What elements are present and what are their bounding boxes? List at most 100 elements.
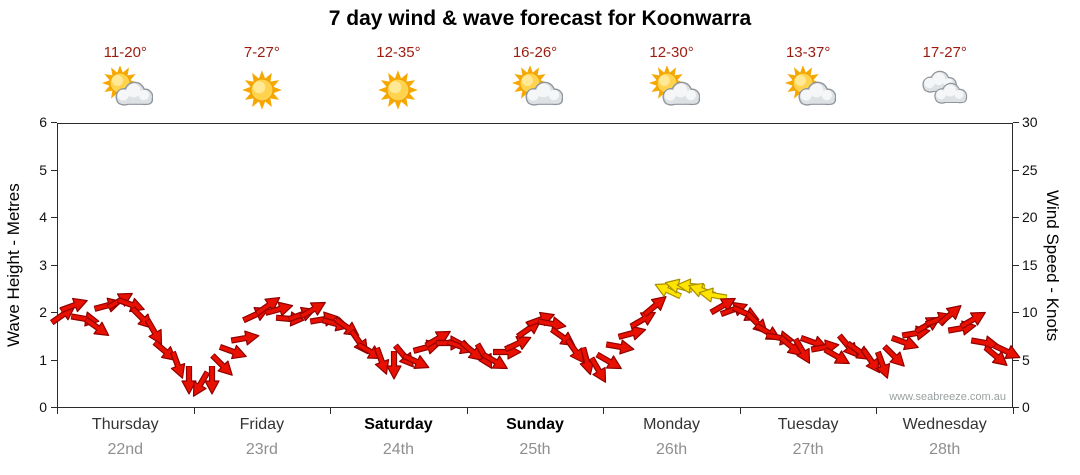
left-axis-tick: [51, 217, 57, 218]
wind-arrow: [991, 338, 1025, 365]
right-axis-tick: [1013, 407, 1019, 408]
wind-arrow: [650, 277, 684, 304]
day-temp-label: 11-20°: [103, 44, 147, 61]
wind-arrow: [584, 354, 613, 388]
wind-arrow: [810, 337, 842, 358]
wind-arrow: [263, 298, 296, 321]
day-temp-label: 17-27°: [922, 44, 967, 61]
wind-arrow: [149, 336, 182, 368]
day-name-label: Thursday: [91, 416, 159, 433]
left-axis-tick-label: 5: [39, 161, 47, 178]
right-axis-tick: [1013, 359, 1019, 361]
plot-area: www.seabreeze.com.au: [49, 123, 1021, 408]
wind-arrow: [81, 313, 115, 343]
right-axis-tick-label: 10: [1022, 304, 1038, 320]
right-axis-tick-label: 15: [1022, 256, 1038, 273]
left-axis-tick: [51, 407, 57, 408]
day-name-label: Wednesday: [902, 416, 987, 433]
wind-arrow: [980, 341, 1013, 373]
left-axis-tick-label: 3: [39, 256, 47, 273]
wind-arrow: [537, 313, 569, 334]
wind-arrow: [479, 347, 513, 376]
day-temp-label: 7-27°: [243, 44, 280, 61]
wind-arrow: [400, 348, 434, 375]
wind-arrow: [181, 364, 197, 396]
day-boundary-tick: [876, 408, 878, 414]
partly-cloudy-icon: [780, 65, 837, 114]
day-name-label: Sunday: [506, 416, 564, 433]
wind-arrow: [370, 345, 395, 379]
left-axis-tick-label: 4: [39, 209, 47, 225]
wind-arrows-layer: [49, 124, 1021, 407]
wind-arrow: [775, 331, 808, 363]
left-axis-tick-label: 6: [39, 114, 47, 130]
day-date-label: 24th: [382, 441, 414, 458]
wind-arrow: [165, 349, 190, 383]
left-axis-tick: [51, 312, 57, 313]
day-temp-label: 12-30°: [649, 44, 694, 61]
wind-arrow: [218, 339, 252, 364]
day-boundary-tick: [739, 408, 741, 414]
left-axis-tick-label: 2: [39, 304, 47, 320]
day-boundary-tick: [193, 408, 195, 414]
right-axis-tick-label: 20: [1022, 209, 1038, 225]
wind-arrow: [204, 364, 220, 396]
wind-arrow: [354, 338, 388, 367]
wind-arrow: [58, 292, 92, 317]
wind-arrow: [935, 298, 968, 330]
wind-arrow: [593, 347, 627, 376]
day-name-label: Monday: [643, 416, 701, 433]
day-boundary-tick: [603, 408, 605, 414]
day-boundary-tick: [1013, 408, 1014, 414]
right-axis-tick: [1013, 217, 1019, 218]
wind-arrow: [229, 327, 262, 348]
wind-arrow: [502, 329, 536, 356]
day-date-label: 28th: [929, 441, 961, 458]
wind-arrow: [639, 289, 672, 321]
wind-arrow: [605, 337, 637, 358]
wind-arrow: [297, 295, 331, 324]
partly-cloudy-icon: [507, 65, 564, 114]
day-date-label: 25th: [519, 441, 551, 458]
right-axis-tick: [1013, 312, 1019, 313]
day-date-label: 27th: [792, 441, 824, 458]
day-name-label: Tuesday: [777, 416, 839, 433]
right-axis-tick: [1013, 122, 1019, 123]
watermark: www.seabreeze.com.au: [889, 391, 1006, 403]
partly-cloudy-icon: [644, 65, 700, 114]
chart-title: 7 day wind & wave forecast for Koonwarra: [328, 7, 752, 30]
wind-arrow: [889, 330, 923, 355]
day-temp-label: 13-37°: [785, 44, 831, 61]
right-axis-tick-label: 5: [1022, 351, 1030, 368]
left-axis-tick: [51, 264, 57, 266]
sunny-icon: [370, 66, 426, 114]
day-name-label: Saturday: [364, 416, 433, 433]
left-axis-tick: [51, 169, 57, 171]
right-axis-tick-label: 25: [1022, 161, 1038, 178]
wind-arrow: [561, 335, 591, 369]
day-boundary-tick: [330, 408, 332, 414]
cloudy-icon: [917, 66, 973, 114]
day-temp-label: 12-35°: [376, 44, 421, 61]
wind-arrow: [252, 289, 286, 319]
wind-arrow: [386, 350, 402, 381]
wind-arrow: [870, 349, 895, 383]
wind-arrow: [857, 345, 887, 379]
left-axis-tick: [51, 359, 57, 361]
right-axis-tick: [1013, 264, 1019, 266]
left-axis-tick-label: 1: [39, 351, 47, 368]
wind-arrow: [821, 342, 855, 371]
day-temp-label: 16-26°: [512, 44, 558, 61]
day-boundary-tick: [57, 408, 58, 414]
right-axis-tick-label: 0: [1022, 399, 1030, 415]
wind-arrow: [878, 340, 911, 373]
wind-arrow: [457, 336, 490, 368]
wind-arrow: [789, 335, 818, 369]
sunny-icon: [234, 66, 290, 114]
wind-arrow: [616, 321, 649, 344]
day-boundary-tick: [466, 408, 468, 414]
wind-arrow: [140, 316, 169, 350]
right-axis-title: Wind Speed - Knots: [1043, 189, 1062, 342]
wind-arrow: [627, 304, 661, 333]
